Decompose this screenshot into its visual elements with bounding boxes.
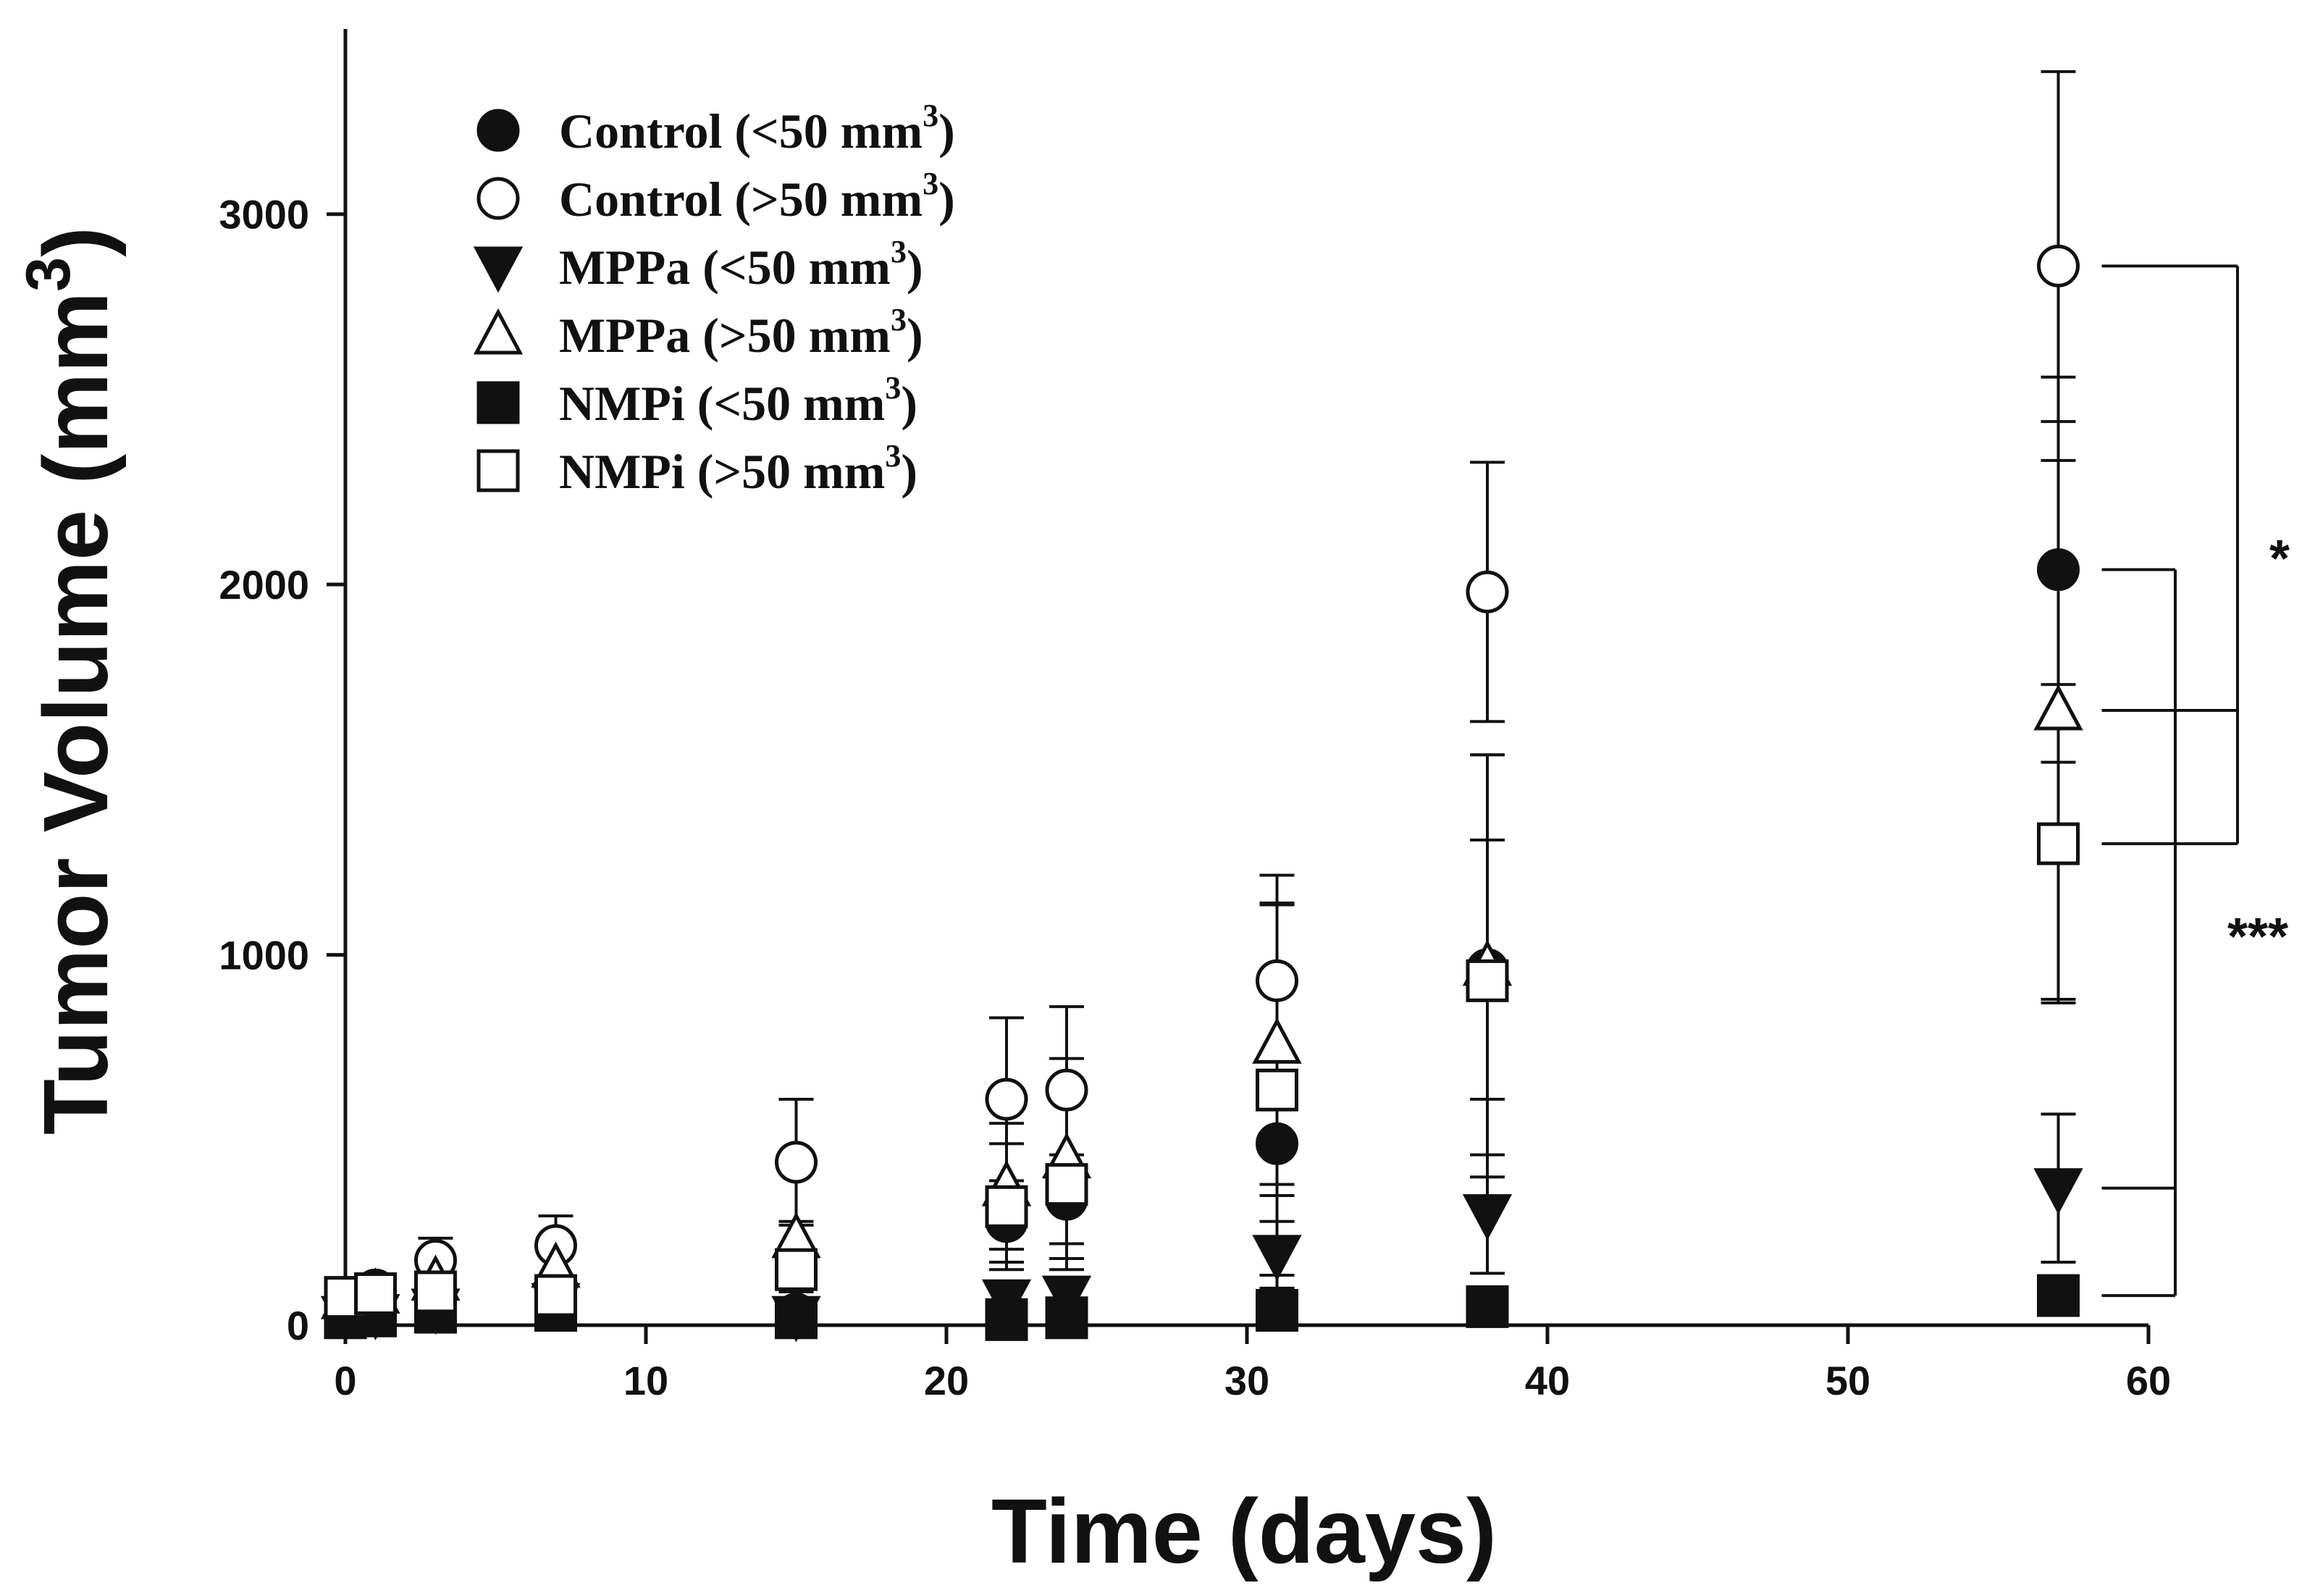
x-tick-label: 60: [2126, 1358, 2171, 1403]
y-axis-title-main: Tumor Volume (mm: [25, 292, 127, 1135]
legend-label-sup: 3: [891, 302, 907, 337]
data-point-series-5: [1256, 1289, 1298, 1332]
legend-label-close: ): [938, 172, 955, 227]
legend-entry: MPPa (>50 mm3): [473, 302, 923, 363]
data-point-series-5: [775, 1296, 818, 1340]
legend-label-sup: 3: [885, 438, 901, 474]
legend-label-sup: 3: [885, 370, 901, 406]
data-point-series-6: [354, 1272, 397, 1316]
legend-marker: [476, 109, 520, 152]
y-axis-title-close: ): [25, 227, 127, 257]
legend: Control (<50 mm3)Control (>50 mm3)MPPa (…: [473, 98, 955, 499]
legend-entry: Control (>50 mm3): [476, 166, 955, 227]
legend-label-sup: 3: [891, 234, 907, 269]
x-axis-title: Time (days): [991, 1480, 1497, 1582]
data-point-series-6: [775, 1248, 818, 1291]
data-point-series-6: [1256, 1068, 1298, 1112]
legend-label-main: MPPa (>50 mm: [559, 308, 891, 363]
legend-label-main: NMPi (<50 mm: [559, 376, 885, 431]
legend-label-sup: 3: [923, 98, 938, 133]
data-point-series-4: [2033, 684, 2083, 731]
legend-label: Control (>50 mm3): [559, 166, 955, 227]
y-tick-label: 1000: [219, 933, 309, 978]
legend-entry: MPPa (<50 mm3): [473, 234, 923, 295]
data-markers: [320, 244, 2083, 1343]
legend-marker: [476, 449, 520, 492]
legend-entry: NMPi (>50 mm3): [476, 438, 917, 499]
data-point-series-1: [2037, 548, 2080, 592]
data-point-series-6: [1466, 959, 1509, 1002]
legend-label-main: NMPi (>50 mm: [559, 444, 885, 499]
data-point-series-5: [2037, 1274, 2080, 1317]
data-point-series-2: [2037, 244, 2080, 287]
data-point-series-5: [985, 1298, 1028, 1341]
legend-label: NMPi (<50 mm3): [559, 370, 917, 431]
x-tick-label: 40: [1525, 1358, 1570, 1403]
data-point-series-4: [1252, 1017, 1302, 1064]
significance-brackets: ****: [2101, 264, 2290, 1298]
legend-entry: Control (<50 mm3): [476, 98, 955, 159]
data-point-series-3: [2033, 1168, 2083, 1215]
legend-label: NMPi (>50 mm3): [559, 438, 917, 499]
y-tick-label: 0: [287, 1303, 309, 1348]
data-point-series-2: [1045, 1068, 1088, 1112]
legend-marker: [473, 246, 524, 293]
legend-label-main: MPPa (<50 mm: [559, 240, 891, 295]
x-tick-label: 10: [623, 1358, 668, 1403]
x-tick-label: 0: [334, 1358, 356, 1403]
axes: 0 10 20 30 40 50 60 0 1000 2000 3000: [219, 29, 2171, 1403]
legend-label-sup: 3: [923, 166, 938, 201]
x-tick-label: 20: [924, 1358, 969, 1403]
data-point-series-6: [1045, 1163, 1088, 1206]
data-point-series-5: [1045, 1296, 1088, 1340]
legend-label-close: ): [907, 308, 923, 363]
data-point-series-6: [534, 1274, 577, 1317]
x-tick-label: 50: [1825, 1358, 1870, 1403]
significance-label: ***: [2227, 908, 2288, 966]
significance-label: *: [2269, 530, 2290, 588]
data-point-series-2: [1256, 959, 1298, 1002]
legend-label: MPPa (>50 mm3): [559, 302, 923, 363]
legend-entry: NMPi (<50 mm3): [476, 370, 917, 431]
legend-label-close: ): [901, 444, 917, 499]
data-point-series-6: [985, 1185, 1028, 1228]
data-point-series-2: [985, 1078, 1028, 1121]
legend-label: MPPa (<50 mm3): [559, 234, 923, 295]
y-tick-label: 2000: [219, 562, 309, 608]
data-point-series-3: [1252, 1235, 1302, 1282]
data-point-series-1: [1256, 1122, 1298, 1165]
y-axis-title: Tumor Volume (mm3): [14, 227, 127, 1135]
data-point-series-2: [775, 1141, 818, 1184]
y-tick-label: 3000: [219, 192, 309, 238]
legend-label-main: Control (>50 mm: [559, 172, 923, 227]
legend-marker: [476, 381, 520, 424]
legend-label-close: ): [901, 376, 917, 431]
data-point-series-2: [1466, 570, 1509, 613]
data-point-series-6: [2037, 822, 2080, 865]
legend-label-close: ): [938, 104, 955, 159]
legend-marker: [476, 177, 520, 220]
data-point-series-6: [414, 1270, 457, 1314]
legend-label-main: Control (<50 mm: [559, 104, 923, 159]
y-axis-title-sup: 3: [14, 257, 83, 292]
data-point-series-5: [1466, 1285, 1509, 1328]
data-point-series-3: [1462, 1194, 1513, 1240]
x-tick-label: 30: [1224, 1358, 1269, 1403]
legend-label: Control (<50 mm3): [559, 98, 955, 159]
legend-marker: [473, 308, 524, 355]
legend-label-close: ): [907, 240, 923, 295]
